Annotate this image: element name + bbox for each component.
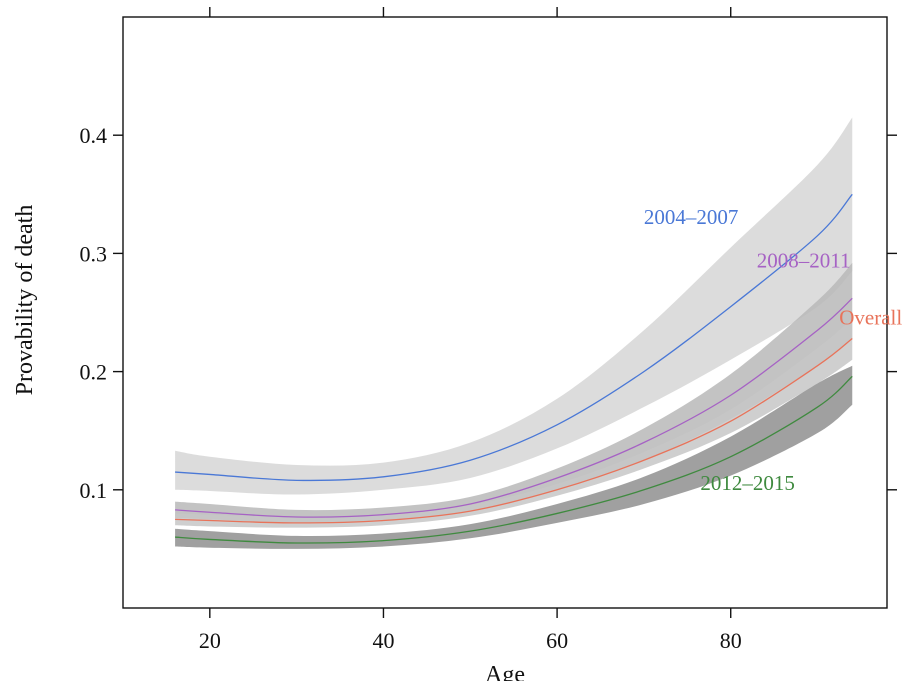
series-label-1: 2008–2011 (757, 249, 851, 273)
series-label-2: Overall (839, 305, 902, 329)
band-2 (175, 318, 853, 528)
x-axis-ticks: 20 40 60 80 (199, 7, 742, 653)
x-tick-label: 20 (199, 628, 221, 653)
band-3 (175, 365, 853, 549)
series-line-1 (175, 297, 853, 518)
series-line-2 (175, 337, 853, 524)
y-axis-title: Provability of death (12, 205, 38, 396)
series-lines (175, 193, 853, 544)
x-axis-title: Age (485, 662, 525, 681)
series-line-0 (175, 193, 853, 482)
y-tick-label: 0.1 (80, 478, 108, 503)
series-line-3 (175, 375, 853, 544)
y-tick-label: 0.3 (80, 241, 108, 266)
plot-border (122, 16, 888, 609)
x-tick-label: 40 (372, 628, 394, 653)
band-1 (175, 262, 853, 523)
x-tick-label: 80 (720, 628, 742, 653)
y-tick-label: 0.4 (80, 123, 108, 148)
plot-frame (122, 16, 888, 609)
series-annotations: 2004–2007 2008–2011 Overall 2012–2015 (644, 205, 902, 495)
series-label-0: 2004–2007 (644, 205, 739, 229)
x-tick-label: 60 (546, 628, 568, 653)
y-axis-ticks: 0.1 0.2 0.3 0.4 (80, 123, 897, 503)
band-0 (175, 117, 853, 495)
confidence-bands (175, 117, 853, 549)
series-label-3: 2012–2015 (700, 471, 795, 495)
y-tick-label: 0.2 (80, 360, 108, 385)
